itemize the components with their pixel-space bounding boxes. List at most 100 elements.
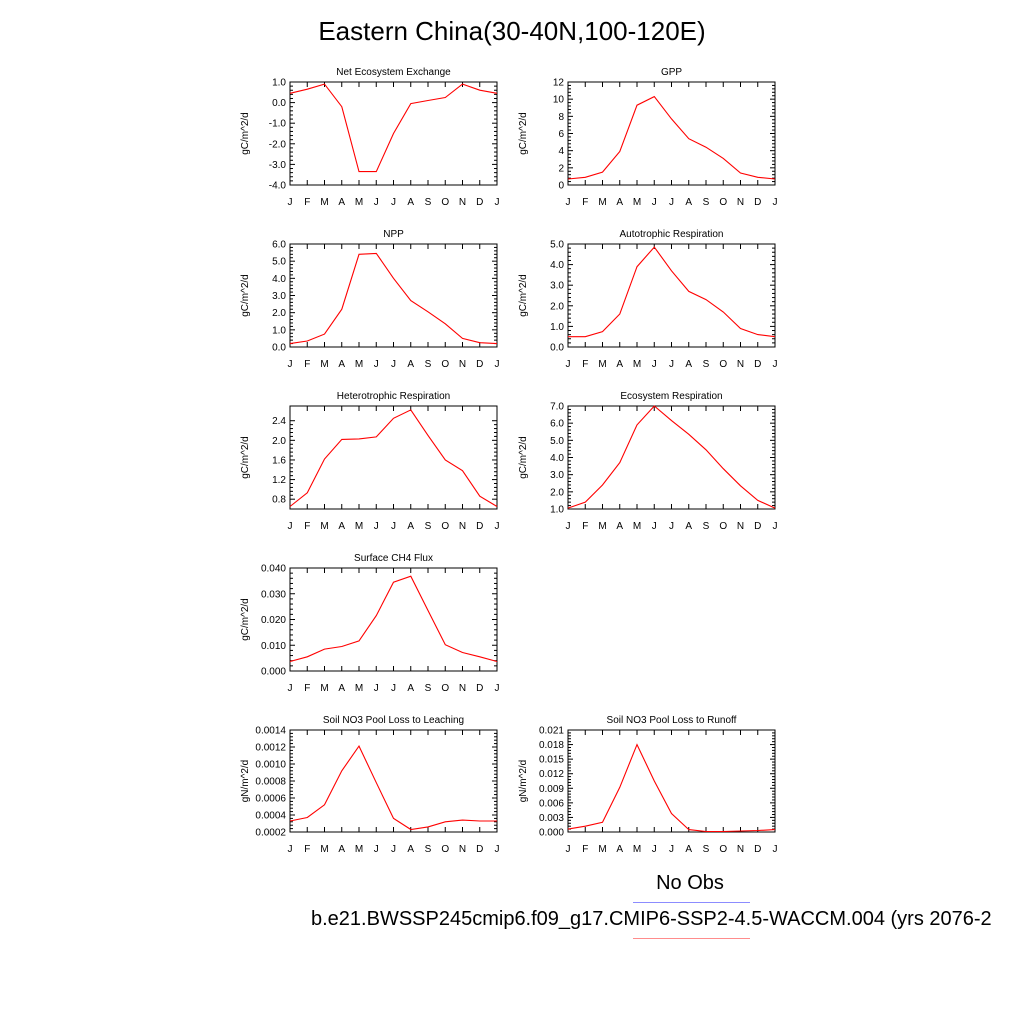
- x-tick-label: J: [669, 197, 674, 208]
- x-tick-label: J: [495, 359, 500, 370]
- x-tick-label: D: [754, 844, 761, 855]
- y-tick-label: 0.0008: [255, 777, 286, 788]
- y-tick-label: 0.010: [261, 641, 286, 652]
- y-tick-label: 0.8: [272, 495, 286, 506]
- x-tick-label: J: [391, 683, 396, 694]
- x-tick-label: J: [773, 197, 778, 208]
- x-tick-label: A: [616, 359, 623, 370]
- y-axis-label: gC/m^2/d: [240, 274, 251, 317]
- x-tick-label: J: [288, 844, 293, 855]
- plot-frame: [567, 81, 776, 186]
- x-tick-label: S: [703, 197, 710, 208]
- x-tick-label: J: [652, 844, 657, 855]
- x-tick-label: J: [288, 197, 293, 208]
- y-tick-label: 1.0: [272, 78, 286, 89]
- series-line: [567, 405, 776, 509]
- legend-obs-label: No Obs: [656, 872, 724, 894]
- x-tick-label: A: [338, 359, 345, 370]
- x-tick-label: J: [669, 359, 674, 370]
- x-tick-label: D: [476, 359, 483, 370]
- x-tick-label: D: [476, 197, 483, 208]
- x-tick-label: O: [441, 521, 449, 532]
- y-tick-label: 6.0: [272, 240, 286, 251]
- x-tick-label: S: [425, 197, 432, 208]
- x-tick-label: O: [441, 359, 449, 370]
- x-tick-label: F: [304, 359, 310, 370]
- x-tick-label: D: [754, 197, 761, 208]
- x-tick-label: O: [441, 197, 449, 208]
- y-tick-label: 0.015: [539, 755, 564, 766]
- plot-frame: [289, 243, 498, 348]
- series-line: [289, 575, 498, 663]
- x-tick-label: A: [407, 844, 414, 855]
- x-tick-label: J: [773, 359, 778, 370]
- panel-title: Soil NO3 Pool Loss to Leaching: [323, 715, 464, 726]
- x-tick-label: J: [495, 683, 500, 694]
- x-tick-label: D: [476, 683, 483, 694]
- x-tick-label: A: [407, 521, 414, 532]
- x-tick-label: N: [459, 683, 466, 694]
- x-tick-label: M: [355, 359, 363, 370]
- y-tick-label: 2.0: [550, 487, 564, 498]
- x-tick-label: A: [407, 197, 414, 208]
- y-tick-label: 7.0: [550, 402, 564, 413]
- y-tick-label: 0.040: [261, 564, 286, 575]
- y-axis-label: gN/m^2/d: [240, 760, 251, 803]
- x-tick-label: M: [320, 197, 328, 208]
- x-tick-label: M: [320, 359, 328, 370]
- y-tick-label: 0.006: [539, 798, 564, 809]
- legend-case-label: b.e21.BWSSP245cmip6.f09_g17.CMIP6-SSP2-4…: [311, 908, 992, 930]
- x-tick-label: A: [616, 197, 623, 208]
- x-tick-label: M: [598, 197, 606, 208]
- y-tick-label: 0: [558, 181, 564, 192]
- x-tick-label: J: [495, 844, 500, 855]
- y-tick-label: 8: [558, 112, 564, 123]
- x-tick-label: J: [288, 359, 293, 370]
- x-tick-label: N: [459, 521, 466, 532]
- x-tick-label: O: [719, 359, 727, 370]
- x-tick-label: S: [425, 683, 432, 694]
- x-tick-label: A: [338, 197, 345, 208]
- y-tick-label: 0.0010: [255, 760, 286, 771]
- y-tick-label: 5.0: [550, 436, 564, 447]
- x-tick-label: J: [669, 521, 674, 532]
- x-tick-label: F: [582, 197, 588, 208]
- y-tick-label: 0.000: [539, 828, 564, 839]
- y-axis-label: gC/m^2/d: [240, 598, 251, 641]
- x-tick-label: J: [391, 197, 396, 208]
- y-axis-label: gN/m^2/d: [518, 760, 529, 803]
- x-tick-label: N: [737, 197, 744, 208]
- plot-frame: [567, 729, 776, 833]
- x-tick-label: S: [425, 844, 432, 855]
- x-tick-label: J: [391, 359, 396, 370]
- y-tick-label: 6.0: [550, 419, 564, 430]
- series-line: [567, 95, 776, 180]
- series-line: [568, 246, 776, 338]
- x-tick-label: F: [304, 844, 310, 855]
- x-tick-label: A: [685, 197, 692, 208]
- x-tick-label: F: [304, 197, 310, 208]
- y-tick-label: 10: [553, 95, 565, 106]
- x-tick-label: S: [703, 359, 710, 370]
- panel-6: Ecosystem Respiration gC/m^2/d 1.0 2.0 3.0 4.…: [518, 391, 778, 532]
- y-tick-label: -2.0: [269, 139, 287, 150]
- y-tick-label: 3.0: [272, 291, 286, 302]
- x-tick-label: M: [633, 521, 641, 532]
- y-tick-label: 1.2: [272, 475, 286, 486]
- panel-title: Soil NO3 Pool Loss to Runoff: [607, 715, 737, 726]
- y-tick-label: 0.009: [539, 784, 564, 795]
- x-tick-label: J: [374, 844, 379, 855]
- panel-title: Ecosystem Respiration: [620, 391, 722, 402]
- y-tick-label: 1.0: [550, 505, 564, 516]
- panel-title: NPP: [383, 229, 404, 240]
- y-tick-label: 0.0002: [255, 828, 286, 839]
- x-tick-label: M: [355, 197, 363, 208]
- x-tick-label: F: [304, 683, 310, 694]
- x-tick-label: A: [685, 844, 692, 855]
- x-tick-label: F: [304, 521, 310, 532]
- x-tick-label: D: [476, 844, 483, 855]
- y-tick-label: 0.0012: [255, 743, 286, 754]
- panel-title: GPP: [661, 67, 682, 78]
- x-tick-label: J: [773, 521, 778, 532]
